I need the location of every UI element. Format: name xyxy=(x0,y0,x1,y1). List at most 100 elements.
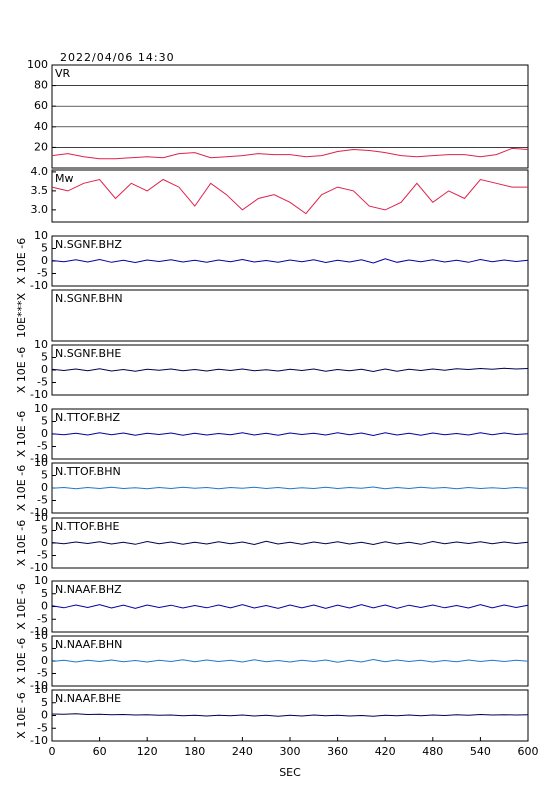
y-tick-label: 5 xyxy=(41,415,48,428)
y-tick-label: 100 xyxy=(27,58,48,71)
panel-label: N.TTOF.BHN xyxy=(55,465,121,478)
y-tick-label: 5 xyxy=(41,524,48,537)
panel-frame xyxy=(51,517,529,569)
trace-line xyxy=(51,713,529,717)
panel-label: N.SGNF.BHZ xyxy=(55,238,122,251)
panel-label: N.SGNF.BHN xyxy=(55,292,123,305)
trace-line xyxy=(51,367,529,373)
x-tick-label: 360 xyxy=(327,745,348,758)
y-tick-label: 10 xyxy=(34,456,48,469)
x-tick-label: 300 xyxy=(280,745,301,758)
y-tick-label: -5 xyxy=(37,721,48,734)
y-tick-label: -5 xyxy=(37,376,48,389)
x-tick-label: 120 xyxy=(137,745,158,758)
y-tick-label: -10 xyxy=(30,734,48,747)
y-tick-label: 3.5 xyxy=(31,184,49,197)
y-axis-label: X 10E -6 xyxy=(15,347,28,393)
y-tick-label: -10 xyxy=(30,506,48,519)
panel-label: N.TTOF.BHZ xyxy=(55,411,121,424)
chart-title: 2022/04/06 14:30 xyxy=(60,51,175,64)
y-tick-label: 0 xyxy=(41,709,48,722)
y-tick-label: 5 xyxy=(41,642,48,655)
y-axis-label: 10E***X xyxy=(15,293,28,338)
y-tick-label: 10 xyxy=(34,229,48,242)
panel-frame xyxy=(51,64,529,169)
y-tick-label: 5 xyxy=(41,469,48,482)
y-axis-label: X 10E -6 xyxy=(15,411,28,457)
y-axis-label: X 10E -6 xyxy=(15,238,28,284)
y-tick-label: 5 xyxy=(41,242,48,255)
y-tick-label: 10 xyxy=(34,338,48,351)
panel-label: N.NAAF.BHZ xyxy=(55,583,122,596)
trace-line xyxy=(51,658,529,663)
y-tick-label: 40 xyxy=(34,120,48,133)
y-tick-label: -10 xyxy=(30,679,48,692)
y-tick-label: 5 xyxy=(41,696,48,709)
y-tick-label: 20 xyxy=(34,140,48,153)
y-tick-label: -5 xyxy=(37,440,48,453)
y-tick-label: 0 xyxy=(41,481,48,494)
y-tick-label: 0 xyxy=(41,600,48,613)
y-tick-label: -5 xyxy=(37,267,48,280)
panel-label: VR xyxy=(55,67,71,80)
panel-label: Mw xyxy=(55,172,74,185)
x-axis-label: SEC xyxy=(279,766,301,779)
x-tick-label: 600 xyxy=(518,745,539,758)
panel-label: N.SGNF.BHE xyxy=(55,347,121,360)
panel-frame xyxy=(51,580,529,633)
y-tick-label: -5 xyxy=(37,549,48,562)
x-tick-label: 540 xyxy=(470,745,491,758)
panel-frame xyxy=(51,169,529,223)
y-tick-label: 10 xyxy=(34,683,48,696)
x-tick-label: 480 xyxy=(422,745,443,758)
y-tick-label: 5 xyxy=(41,351,48,364)
y-axis-label: X 10E -6 xyxy=(15,465,28,511)
y-tick-label: 10 xyxy=(34,574,48,587)
trace-line xyxy=(51,540,529,546)
y-tick-label: -10 xyxy=(30,625,48,638)
y-tick-label: 0 xyxy=(41,363,48,376)
y-axis-label: X 10E -6 xyxy=(15,583,28,629)
x-tick-label: 180 xyxy=(184,745,205,758)
y-tick-label: 10 xyxy=(34,511,48,524)
trace-line xyxy=(51,258,529,264)
panel-label: N.NAAF.BHE xyxy=(55,692,121,705)
panel-label: N.NAAF.BHN xyxy=(55,638,122,651)
y-tick-label: 60 xyxy=(34,99,48,112)
y-axis-label: X 10E -6 xyxy=(15,638,28,684)
y-axis-label: X 10E -6 xyxy=(15,520,28,566)
y-tick-label: -5 xyxy=(37,612,48,625)
x-tick-label: 420 xyxy=(375,745,396,758)
trace-line xyxy=(51,486,529,490)
y-tick-label: 5 xyxy=(41,587,48,600)
trace-line xyxy=(51,604,529,609)
trace-line xyxy=(51,432,529,437)
x-tick-label: 60 xyxy=(93,745,107,758)
y-tick-label: -5 xyxy=(37,667,48,680)
y-tick-label: 0 xyxy=(41,427,48,440)
y-tick-label: 4.0 xyxy=(31,165,49,178)
y-tick-label: -10 xyxy=(30,279,48,292)
panel-frame xyxy=(51,235,529,287)
y-tick-label: -10 xyxy=(30,388,48,401)
panel-frame xyxy=(51,289,529,342)
y-tick-label: 0 xyxy=(41,254,48,267)
y-tick-label: -5 xyxy=(37,494,48,507)
y-tick-label: 10 xyxy=(34,629,48,642)
trace-line xyxy=(51,147,529,160)
x-tick-label: 0 xyxy=(49,745,56,758)
panel-frame xyxy=(51,635,529,687)
y-tick-label: -10 xyxy=(30,561,48,574)
y-tick-label: 0 xyxy=(41,654,48,667)
y-axis-label: X 10E -6 xyxy=(15,692,28,738)
trace-line xyxy=(51,178,528,215)
y-tick-label: 80 xyxy=(34,79,48,92)
y-tick-label: 10 xyxy=(34,402,48,415)
x-tick-label: 240 xyxy=(232,745,253,758)
y-tick-label: 3.0 xyxy=(31,203,49,216)
y-tick-label: -10 xyxy=(30,452,48,465)
panel-label: N.TTOF.BHE xyxy=(55,520,120,533)
y-tick-label: 0 xyxy=(41,536,48,549)
